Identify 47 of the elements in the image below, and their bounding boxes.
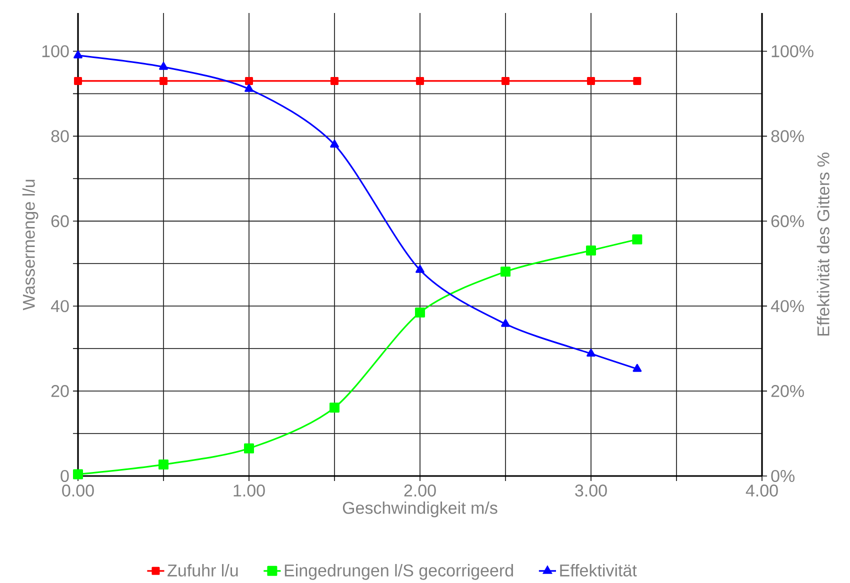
y-tick-label: 0 (60, 470, 69, 482)
legend-label: Zufuhr l/u (168, 564, 238, 576)
y-tick-label: 60 (51, 215, 69, 228)
point (500, 266, 511, 277)
point (632, 364, 642, 372)
y-tick-label: 80 (51, 130, 69, 142)
y2-tick-label: 40% (770, 300, 804, 312)
x-tick-label: 2.00 (404, 484, 436, 497)
y2-tick-label: 80% (771, 130, 804, 142)
point (502, 76, 510, 85)
point (415, 307, 426, 318)
point (501, 318, 510, 327)
point (158, 460, 168, 470)
y2-axis-title: Effektivität des Gitters % (816, 152, 830, 336)
point (330, 76, 339, 85)
point (73, 469, 84, 480)
y-axis-title: Wassermenge l/u (22, 180, 38, 310)
y2-tick-label: 60% (771, 215, 804, 228)
x-tick-label: 4.00 (746, 484, 778, 497)
point (587, 76, 596, 85)
x-tick-label: 0.00 (62, 484, 94, 497)
point (244, 84, 254, 92)
point (586, 245, 596, 256)
y-tick-label: 100 (42, 45, 69, 58)
point (330, 402, 340, 413)
legend-label: Effektivität (560, 564, 637, 576)
y-tick-label: 40 (50, 300, 69, 312)
x-tick-label: 3.00 (575, 484, 607, 497)
x-axis-title: Geschwindigkeit m/s (342, 501, 498, 518)
point (586, 348, 596, 357)
point (330, 140, 339, 148)
y-tick-label: 20 (51, 385, 69, 398)
point (160, 76, 168, 85)
point (633, 76, 642, 85)
x-tick-label: 1.00 (234, 484, 265, 497)
y2-tick-label: 100% (772, 45, 814, 58)
point (245, 76, 253, 85)
point (74, 50, 82, 58)
point (632, 234, 642, 244)
legend-label: Eingedrungen l/S gecorrigeerd (284, 564, 513, 580)
point (416, 264, 424, 273)
y2-tick-label: 0% (771, 470, 795, 482)
point (159, 62, 168, 70)
point (244, 443, 254, 454)
point (74, 76, 82, 85)
y2-tick-label: 20% (771, 385, 804, 398)
point (416, 76, 424, 85)
